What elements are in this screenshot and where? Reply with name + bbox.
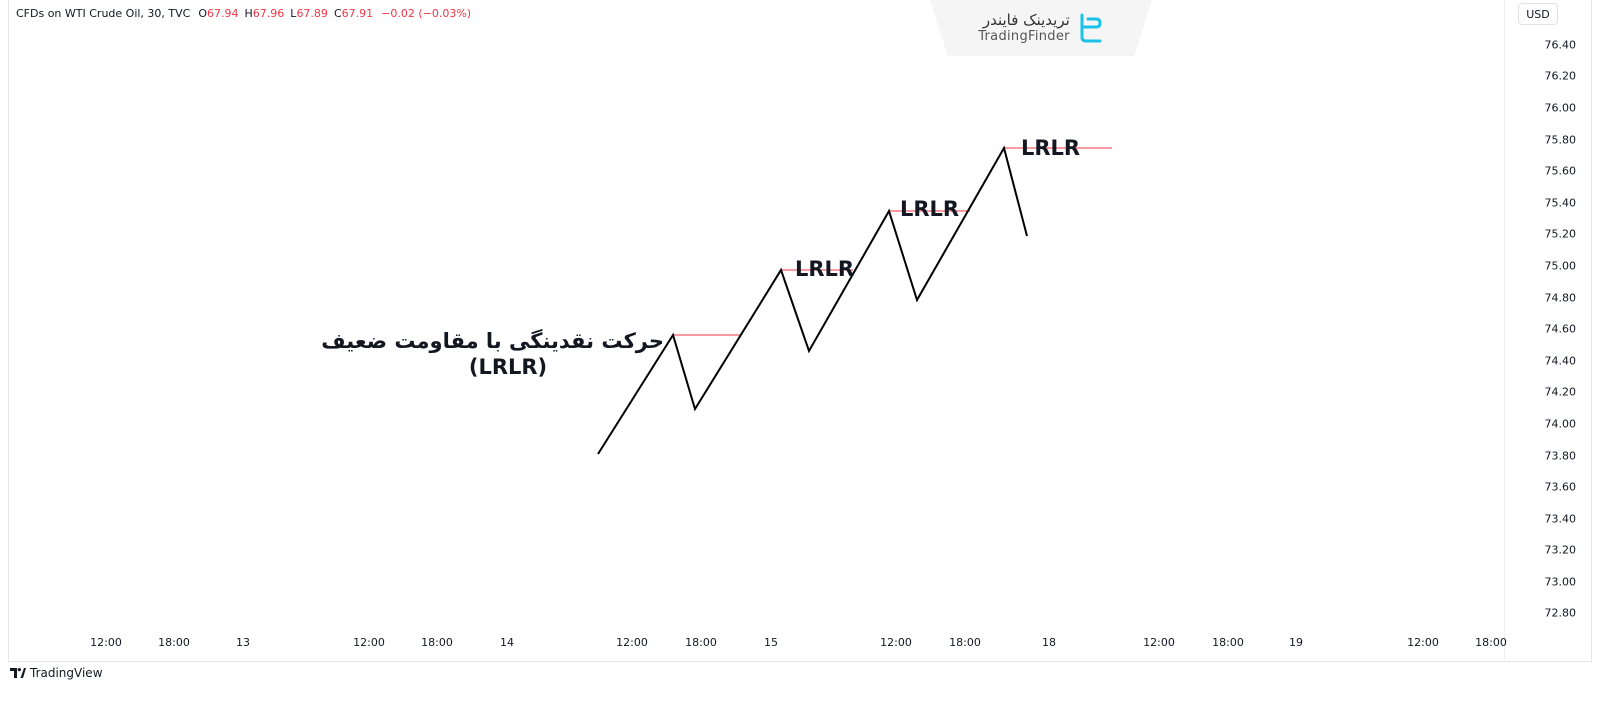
x-tick: 13 [236,636,250,649]
y-tick: 75.60 [1544,164,1577,178]
annotation-subtitle: (LRLR) [468,355,548,380]
y-tick: 73.40 [1544,512,1577,526]
x-tick: 15 [764,636,778,649]
y-tick: 73.20 [1544,543,1577,557]
y-tick: 75.40 [1544,196,1577,210]
legend-close: C67.91 [333,7,374,20]
y-tick: 73.60 [1544,480,1577,494]
y-tick: 75.20 [1544,227,1577,241]
lrlr-label-1[interactable]: LRLR [795,257,855,281]
currency-button[interactable]: USD [1518,3,1558,25]
annotation-weak-resistance-liquidity[interactable]: حرکت نقدینگی با مقاومت ضعیف (LRLR) [321,328,664,381]
x-tick: 14 [500,636,514,649]
symbol-legend: CFDs on WTI Crude Oil, 30, TVC O67.94 H6… [16,7,471,20]
time-axis[interactable]: 12:00 18:00 13 12:00 18:00 14 12:00 18:0… [8,636,1507,660]
x-tick: 18:00 [1475,636,1507,649]
tradingview-brand[interactable]: TradingView [10,666,103,680]
x-tick: 18 [1042,636,1056,649]
y-tick: 76.40 [1544,38,1577,52]
legend-high: H67.96 [244,7,285,20]
watermark-en-name: TradingFinder [978,29,1070,45]
liquidity-levels [673,147,1112,336]
y-tick: 75.80 [1544,133,1577,147]
zigzag-price-line[interactable] [597,145,1028,455]
tradingfinder-logo-icon [1080,13,1102,43]
x-tick: 12:00 [616,636,648,649]
y-tick: 73.80 [1544,449,1577,463]
price-axis-divider [1504,0,1505,662]
y-tick: 72.80 [1544,606,1577,620]
x-tick: 12:00 [353,636,385,649]
tradingview-logo-icon [10,668,26,678]
annotation-title: حرکت نقدینگی با مقاومت ضعیف [321,329,664,353]
y-tick: 74.00 [1544,417,1577,431]
y-tick: 76.20 [1544,69,1577,83]
legend-open: O67.94 [198,7,239,20]
x-tick: 12:00 [90,636,122,649]
watermark-fa-name: تریدینک فایندر [982,11,1070,30]
lrlr-label-3[interactable]: LRLR [1021,136,1081,160]
x-tick: 12:00 [880,636,912,649]
chart-frame[interactable] [8,0,1592,662]
y-tick: 74.80 [1544,291,1577,305]
x-tick: 18:00 [158,636,190,649]
x-tick: 18:00 [421,636,453,649]
tradingfinder-watermark: تریدینک فایندر TradingFinder [930,0,1152,56]
x-tick: 12:00 [1407,636,1439,649]
x-tick: 18:00 [685,636,717,649]
x-tick: 18:00 [1212,636,1244,649]
y-tick: 74.60 [1544,322,1577,336]
footer-brand-label: TradingView [30,666,103,680]
legend-low: L67.89 [290,7,328,20]
y-tick: 75.00 [1544,259,1577,273]
price-axis[interactable]: 76.40 76.20 76.00 75.80 75.60 75.40 75.2… [1505,0,1592,662]
x-tick: 12:00 [1143,636,1175,649]
y-tick: 74.40 [1544,354,1577,368]
symbol-title[interactable]: CFDs on WTI Crude Oil, 30, TVC [16,7,191,20]
lrlr-label-2[interactable]: LRLR [900,197,960,221]
y-tick: 73.00 [1544,575,1577,589]
x-tick: 19 [1289,636,1303,649]
x-tick: 18:00 [949,636,981,649]
y-tick: 76.00 [1544,101,1577,115]
y-tick: 74.20 [1544,385,1577,399]
legend-change: −0.02 (−0.03%) [381,7,472,20]
